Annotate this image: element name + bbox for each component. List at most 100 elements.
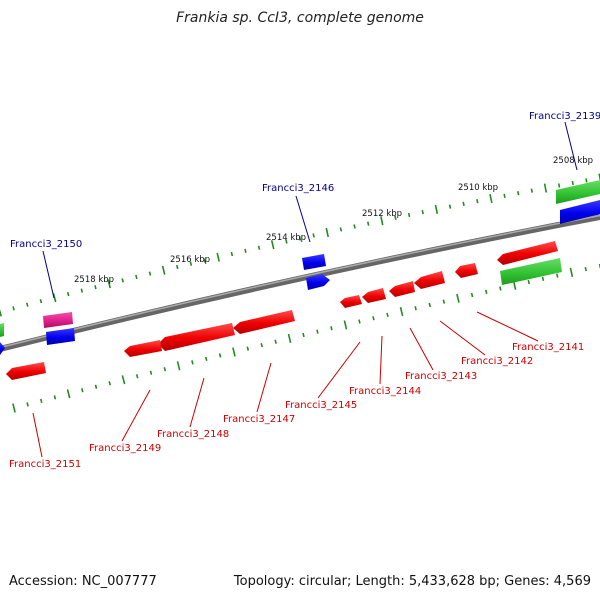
track-tick <box>415 306 416 310</box>
feature-edge-green-box <box>0 323 4 337</box>
gene-label-bottom[interactable]: Francci3_2142 <box>461 356 533 367</box>
track-tick <box>122 375 124 384</box>
track-tick <box>429 303 430 307</box>
track-tick <box>151 371 152 375</box>
track-tick <box>436 205 438 214</box>
feature-francci3-2145-red-arrow[interactable] <box>362 288 386 303</box>
scale-label: 2510 kbp <box>458 183 498 193</box>
track-tick <box>359 320 360 324</box>
feature-francci3-2144-red-arrow[interactable] <box>389 281 415 297</box>
track-tick <box>150 272 151 276</box>
track-tick <box>344 321 346 330</box>
track-tick <box>27 303 28 307</box>
feature-francci3-2139-green-bar[interactable] <box>556 180 600 204</box>
feature-francci3-2143-red-arrow[interactable] <box>414 271 445 289</box>
track-tick <box>137 374 138 378</box>
track-tick <box>585 267 586 271</box>
gene-label-top[interactable]: Francci3_2146 <box>262 183 334 194</box>
track-tick <box>331 326 332 330</box>
gene-label-bottom[interactable]: Francci3_2141 <box>512 342 584 353</box>
track-tick <box>206 357 207 361</box>
track-tick <box>217 253 219 262</box>
track-tick <box>68 389 70 398</box>
feature-francci3-2149-red-arrow[interactable] <box>124 340 162 357</box>
track-tick <box>96 385 97 389</box>
outer-tick-track <box>0 174 600 317</box>
track-tick <box>354 225 355 229</box>
leader-francci3-2142 <box>440 321 485 355</box>
track-tick <box>231 252 232 256</box>
track-tick <box>41 399 42 403</box>
track-tick <box>136 275 137 279</box>
leader-francci3-2143 <box>410 328 433 370</box>
track-tick <box>95 285 96 289</box>
gene-label-bottom[interactable]: Francci3_2147 <box>223 414 295 425</box>
track-tick <box>457 294 459 303</box>
track-tick <box>504 194 505 198</box>
gene-label-bottom[interactable]: Francci3_2148 <box>157 429 229 440</box>
feature-francci3-2150-blue-box[interactable] <box>46 328 75 345</box>
gene-label-bottom[interactable]: Francci3_2144 <box>349 386 421 397</box>
track-tick <box>486 290 487 294</box>
track-tick <box>387 313 388 317</box>
track-tick <box>572 181 573 185</box>
feature-francci3-2147-red-arrow[interactable] <box>233 310 295 334</box>
inner-tick-track <box>13 264 600 412</box>
gene-labels-top: Francci3_2139 Francci3_2146 Francci3_215… <box>10 111 600 250</box>
track-tick <box>247 347 248 351</box>
leader-francci3-2147 <box>257 363 271 412</box>
leader-francci3-2149 <box>122 390 150 441</box>
track-tick <box>164 367 165 371</box>
track-tick <box>13 404 15 413</box>
track-tick <box>313 234 314 238</box>
track-tick <box>477 199 478 203</box>
track-tick <box>54 395 55 399</box>
gene-label-bottom[interactable]: Francci3_2149 <box>89 443 161 454</box>
feature-francci3-2151-red-arrow[interactable] <box>6 362 46 380</box>
scale-label: 2516 kbp <box>170 255 210 265</box>
track-tick <box>289 334 291 343</box>
track-tick <box>275 340 276 344</box>
track-tick <box>40 299 41 303</box>
track-tick <box>122 278 123 282</box>
feature-francci3-2148-red-arrow[interactable] <box>158 323 235 351</box>
track-tick <box>472 293 473 297</box>
track-tick <box>545 184 547 193</box>
gene-label-top[interactable]: Francci3_2150 <box>10 239 82 250</box>
track-tick <box>220 354 221 358</box>
track-tick <box>518 191 519 195</box>
track-tick <box>559 184 560 188</box>
track-tick <box>443 300 444 304</box>
gene-label-bottom[interactable]: Francci3_2151 <box>9 459 81 470</box>
feature-francci3-2146-blue-box[interactable] <box>302 254 326 270</box>
track-tick <box>490 194 492 203</box>
leader-francci3-2148 <box>190 378 204 427</box>
track-tick <box>557 274 558 278</box>
gene-label-top[interactable]: Francci3_2139 <box>529 111 600 122</box>
track-tick <box>401 307 403 316</box>
accession-text: Accession: NC_007777 <box>9 574 157 589</box>
feature-francci3-2142-red-arrow[interactable] <box>455 263 478 278</box>
track-tick <box>81 289 82 293</box>
track-tick <box>27 403 28 407</box>
track-tick <box>326 228 328 237</box>
track-tick <box>68 292 69 296</box>
track-tick <box>109 381 110 385</box>
feature-francci3-2145b-red-arrow[interactable] <box>340 295 362 308</box>
track-tick <box>261 343 262 347</box>
leader-francci3-2141 <box>477 312 538 341</box>
track-tick <box>317 330 318 334</box>
track-tick <box>82 388 83 392</box>
gene-labels-bottom: Francci3_2141 Francci3_2142 Francci3_214… <box>9 342 584 470</box>
track-tick <box>463 202 464 206</box>
gene-label-bottom[interactable]: Francci3_2143 <box>405 371 477 382</box>
genome-summary-text: Topology: circular; Length: 5,433,628 bp… <box>234 574 591 589</box>
scale-label: 2508 kbp <box>553 156 593 166</box>
track-tick <box>368 222 369 226</box>
feature-francci3-2150-magenta-box[interactable] <box>43 312 73 328</box>
track-tick <box>178 361 180 370</box>
track-tick <box>0 308 1 317</box>
gene-label-bottom[interactable]: Francci3_2145 <box>285 400 357 411</box>
